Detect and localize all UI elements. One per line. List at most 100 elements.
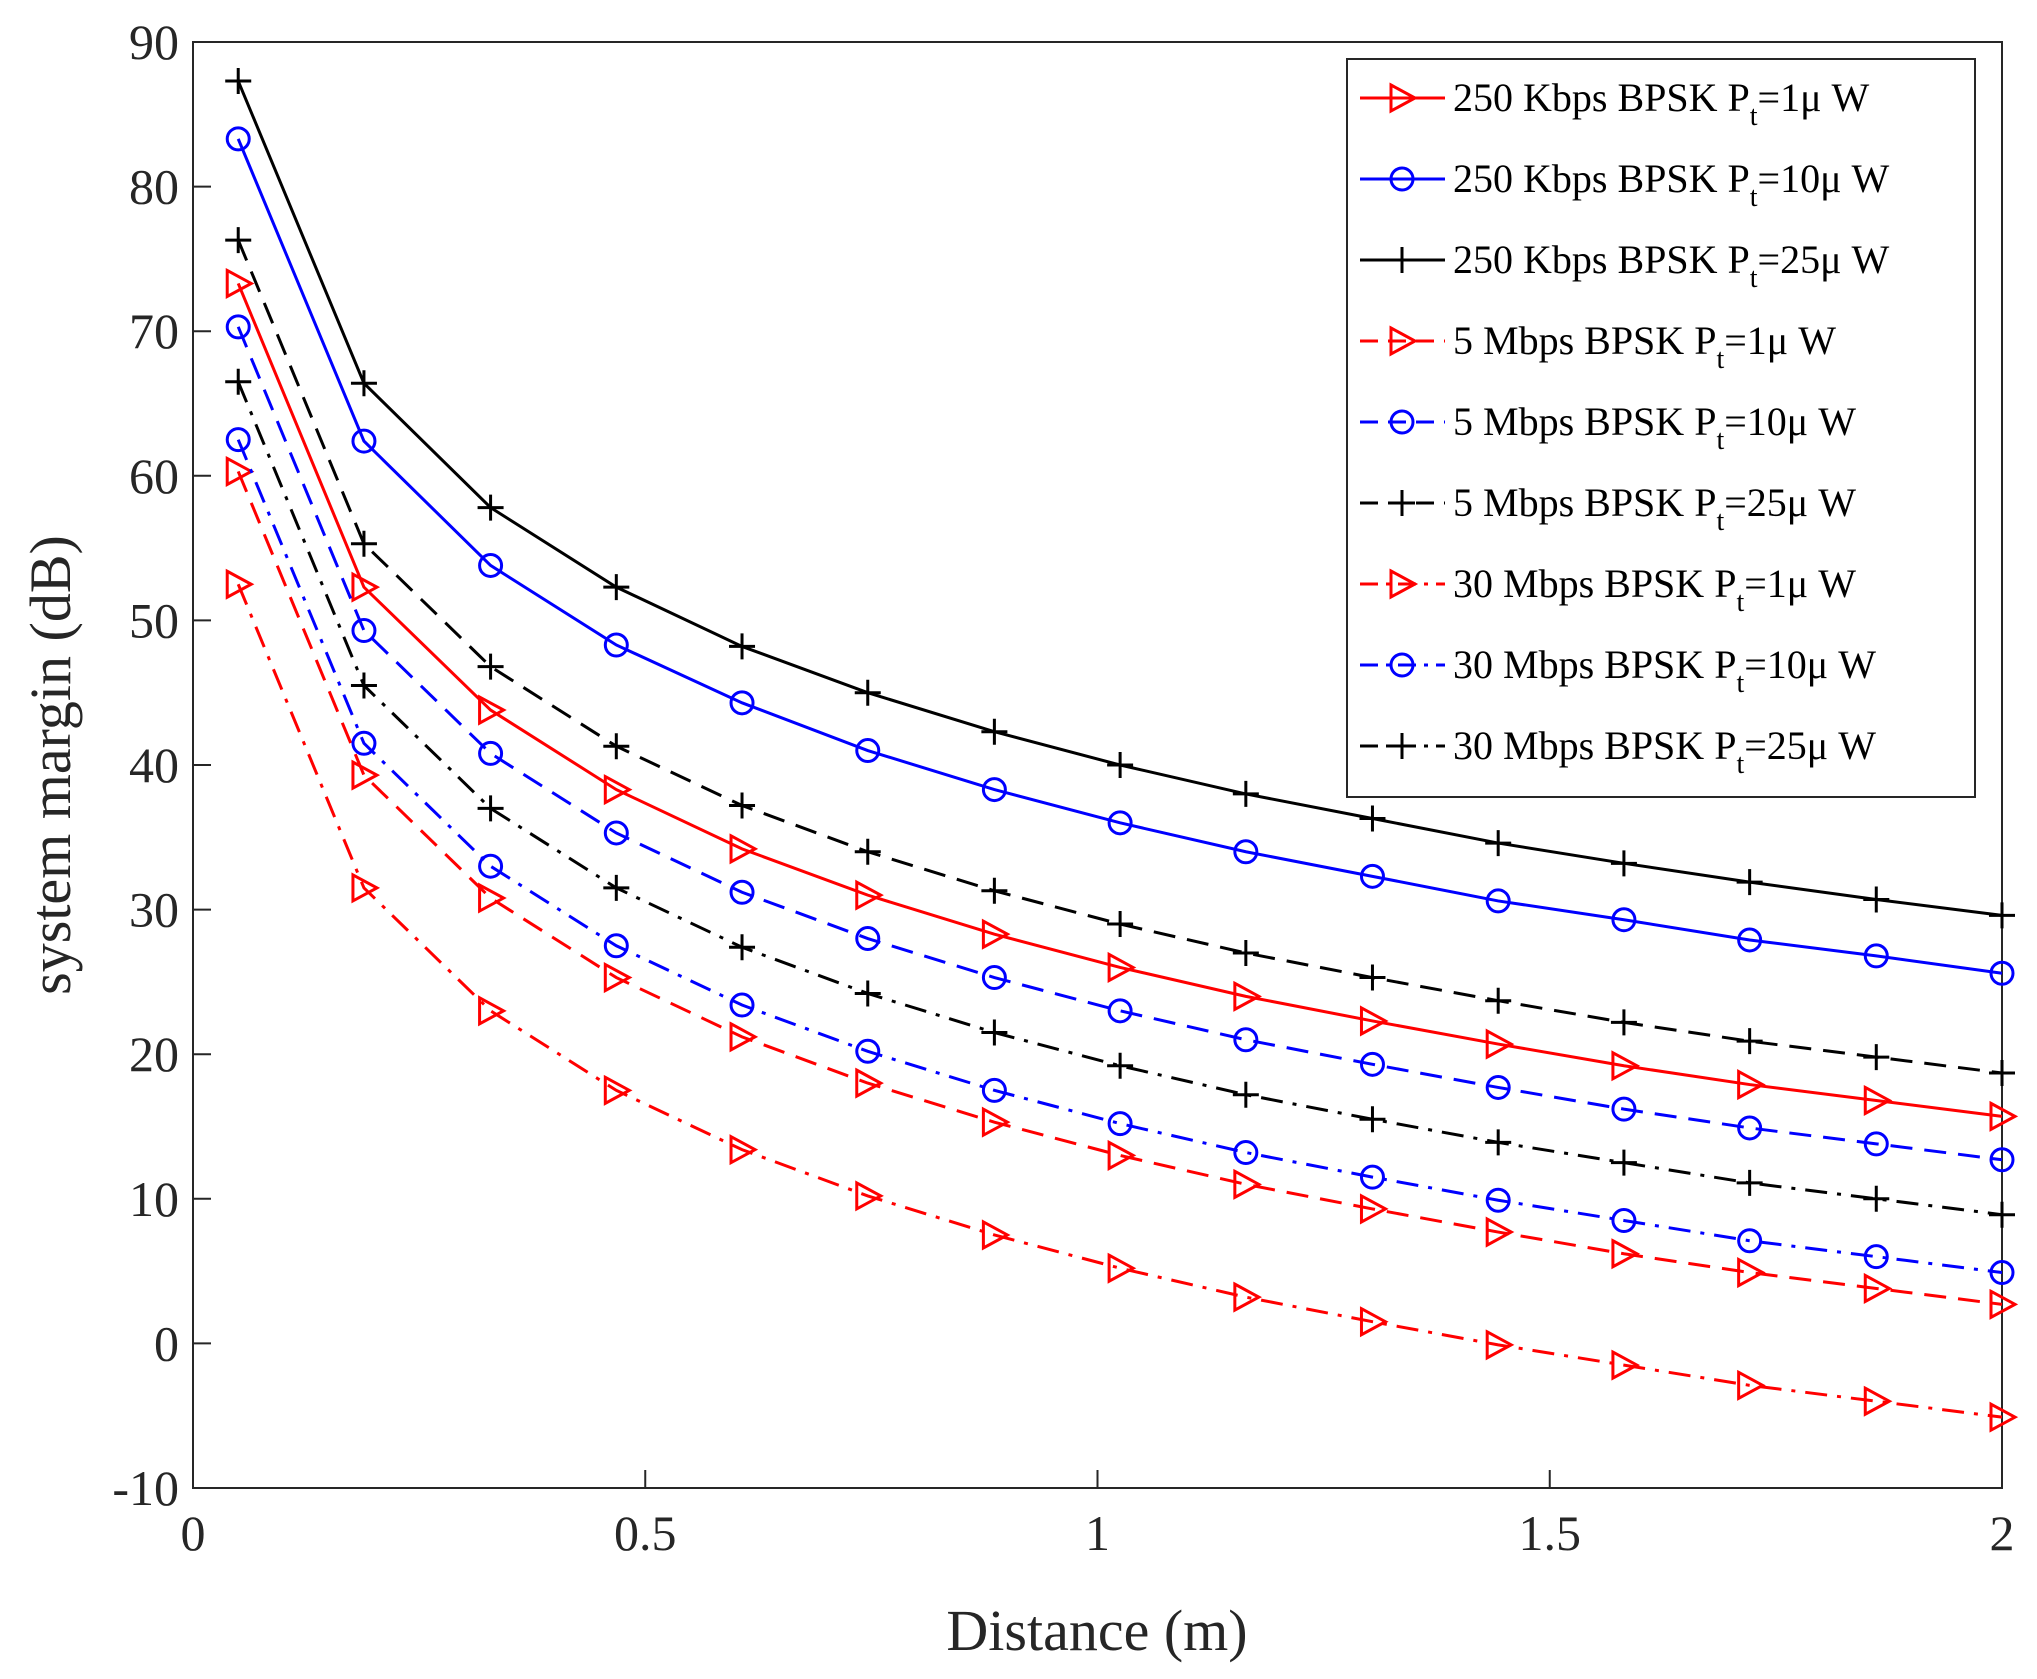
data-point-triangle-marker (603, 1074, 633, 1106)
y-tick-label: 10 (129, 1171, 179, 1227)
data-point-plus-marker (1359, 1106, 1386, 1133)
data-point-plus-marker (225, 368, 252, 395)
data-point-plus-marker (1736, 1169, 1763, 1196)
data-point-triangle-marker (1389, 568, 1419, 600)
data-point-triangle-marker (603, 962, 633, 994)
y-tick-label: 0 (154, 1315, 179, 1371)
data-point-triangle-marker (478, 995, 507, 1027)
data-point-circle-marker (981, 777, 1007, 803)
x-tick-label: 0 (181, 1505, 206, 1561)
data-point-plus-marker (1610, 1009, 1637, 1036)
data-point-plus-marker (225, 68, 252, 95)
legend-label-subscript: t (1750, 263, 1758, 294)
data-point-triangle-marker (1389, 325, 1419, 357)
data-point-plus-marker (1863, 886, 1890, 913)
data-point-circle-marker (225, 126, 251, 152)
legend-label-main: 30 Mbps BPSK P (1453, 561, 1736, 606)
series-1 (225, 267, 2019, 1132)
y-tick-label: 50 (129, 592, 179, 648)
data-point-plus-marker (729, 934, 756, 961)
y-tick-label: 20 (129, 1026, 179, 1082)
legend-label-main: 250 Kbps BPSK P (1453, 237, 1750, 282)
legend-label: 250 Kbps BPSK Pt=10μ W (1453, 156, 1890, 213)
data-point-triangle-marker (1107, 951, 1137, 983)
legend-label-main: 250 Kbps BPSK P (1453, 156, 1750, 201)
legend-label: 30 Mbps BPSK Pt=10μ W (1453, 642, 1876, 699)
data-point-plus-marker (1485, 1129, 1512, 1156)
y-tick-label: 40 (129, 737, 179, 793)
data-point-circle-marker (1359, 863, 1385, 889)
data-point-triangle-marker (225, 267, 255, 300)
data-point-plus-marker (1389, 733, 1415, 759)
series-line (236, 583, 2003, 1419)
data-point-triangle-marker (1611, 1349, 1641, 1381)
legend-label-subscript: t (1716, 344, 1724, 375)
legend-label-subscript: t (1716, 506, 1724, 537)
legend-label-subscript: t (1750, 182, 1758, 213)
data-point-plus-marker (1989, 902, 2015, 929)
y-tick-label: -10 (112, 1460, 179, 1516)
data-point-plus-marker (1107, 752, 1134, 778)
legend-label-tail: =1μ W (1724, 318, 1836, 363)
data-point-triangle-marker (1989, 1100, 2019, 1132)
data-point-circle-marker (1485, 888, 1511, 914)
data-point-triangle-marker (478, 882, 507, 914)
legend-label-tail: =25μ W (1744, 723, 1876, 768)
data-point-plus-marker (1863, 1044, 1890, 1071)
data-point-circle-marker (1611, 1096, 1637, 1122)
legend-entry: 5 Mbps BPSK Pt=25μ W (1360, 480, 1856, 537)
data-point-triangle-marker (981, 1106, 1011, 1138)
data-point-triangle-marker (981, 918, 1011, 950)
data-point-plus-marker (477, 653, 504, 680)
data-point-circle-marker (855, 1038, 881, 1064)
data-point-circle-marker (1989, 1260, 2015, 1286)
data-point-triangle-marker (351, 872, 381, 904)
data-point-plus-marker (1736, 869, 1763, 896)
data-point-triangle-marker (729, 1134, 759, 1166)
series-line (236, 239, 2003, 1075)
data-point-triangle-marker (855, 1067, 884, 1099)
series-2 (225, 126, 2015, 986)
data-point-circle-marker (1485, 1187, 1511, 1213)
data-point-circle-marker (603, 820, 629, 846)
y-tick-label: 30 (129, 882, 179, 938)
data-point-circle-marker (225, 314, 251, 340)
data-point-circle-marker (729, 690, 755, 716)
data-point-plus-marker (603, 733, 630, 760)
data-point-circle-marker (351, 428, 377, 454)
data-point-plus-marker (350, 672, 377, 699)
data-point-plus-marker (1107, 911, 1134, 938)
data-point-triangle-marker (478, 694, 507, 726)
data-point-plus-marker (1359, 805, 1386, 832)
data-point-circle-marker (1989, 960, 2015, 986)
legend-box (1346, 58, 1976, 798)
data-point-circle-marker (603, 632, 629, 658)
legend-label-main: 250 Kbps BPSK P (1453, 75, 1750, 120)
legend-label-tail: =1μ W (1758, 75, 1870, 120)
series-5 (225, 314, 2015, 1173)
legend-entry: 250 Kbps BPSK Pt=1μ W (1360, 75, 1870, 132)
data-point-plus-marker (1989, 1060, 2015, 1086)
legend-label: 5 Mbps BPSK Pt=1μ W (1453, 318, 1836, 375)
legend-label-tail: =10μ W (1724, 399, 1856, 444)
data-point-triangle-marker (225, 455, 255, 487)
legend-label-subscript: t (1750, 101, 1758, 132)
legend-label-tail: =25μ W (1724, 480, 1856, 525)
data-point-triangle-marker (1233, 980, 1262, 1012)
legend-label-tail: =25μ W (1758, 237, 1890, 282)
data-point-plus-marker (1389, 247, 1415, 273)
series-group (225, 68, 2019, 1433)
data-point-circle-marker (351, 618, 377, 644)
data-point-plus-marker (350, 370, 377, 397)
data-point-circle-marker (1233, 1140, 1259, 1166)
data-point-circle-marker (729, 992, 755, 1018)
data-point-plus-marker (981, 1019, 1008, 1046)
y-tick-label: 90 (129, 14, 179, 70)
legend-entry: 30 Mbps BPSK Pt=1μ W (1360, 561, 1856, 618)
data-point-circle-marker (225, 427, 251, 453)
legend-entry: 30 Mbps BPSK Pt=25μ W (1360, 723, 1876, 780)
data-point-triangle-marker (603, 774, 633, 806)
series-4 (225, 455, 2019, 1320)
data-point-triangle-marker (1389, 82, 1419, 114)
legend-label: 5 Mbps BPSK Pt=10μ W (1453, 399, 1856, 456)
